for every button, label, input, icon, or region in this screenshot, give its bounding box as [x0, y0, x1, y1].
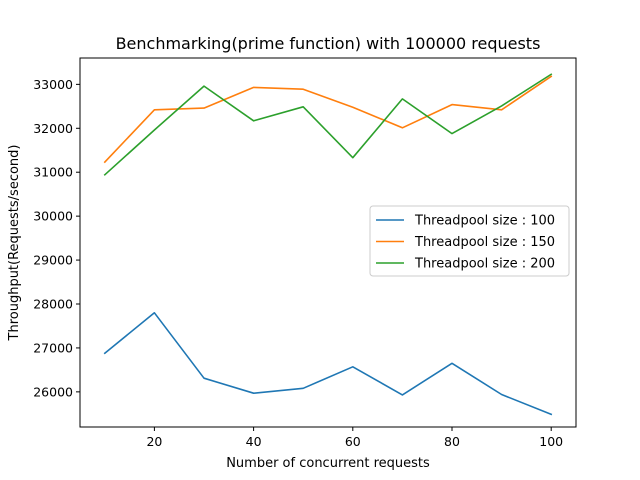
y-tick-label: 33000: [33, 77, 73, 92]
y-axis-label: Throughput(Requests/second): [7, 145, 22, 342]
x-axis-label: Number of concurrent requests: [226, 456, 430, 471]
x-tick-label: 80: [444, 434, 460, 449]
y-tick-label: 28000: [33, 297, 73, 312]
series-line-2: [103, 75, 553, 164]
y-tick-label: 29000: [33, 253, 73, 268]
legend: Threadpool size : 100 Threadpool size : 1…: [369, 205, 570, 277]
series-line-3: [103, 73, 553, 176]
x-tick-label: 100: [539, 434, 563, 449]
y-tick-label: 31000: [33, 165, 73, 180]
legend-box: [369, 205, 570, 277]
y-tick-label: 27000: [33, 340, 73, 355]
y-tick-label: 26000: [33, 384, 73, 399]
series-lines: [103, 73, 553, 416]
x-tick-label: 20: [146, 434, 162, 449]
y-tick-label: 32000: [33, 121, 73, 136]
plot-area-frame: [79, 57, 577, 428]
y-tick-label: 30000: [33, 209, 73, 224]
x-axis-ticks: 20 40 60 80 100: [146, 427, 563, 449]
legend-entry: Threadpool size : 100: [414, 214, 555, 229]
legend-entry: Threadpool size : 150: [414, 235, 555, 250]
y-axis-ticks: 26000 27000 28000 29000 30000 31000 32000 33000: [33, 77, 80, 399]
chart-title: Benchmarking(prime function) with 100000…: [116, 34, 541, 53]
legend-entry: Threadpool size : 200: [414, 257, 555, 272]
series-line-1: [103, 311, 553, 416]
x-tick-label: 60: [345, 434, 361, 449]
x-tick-label: 40: [246, 434, 262, 449]
